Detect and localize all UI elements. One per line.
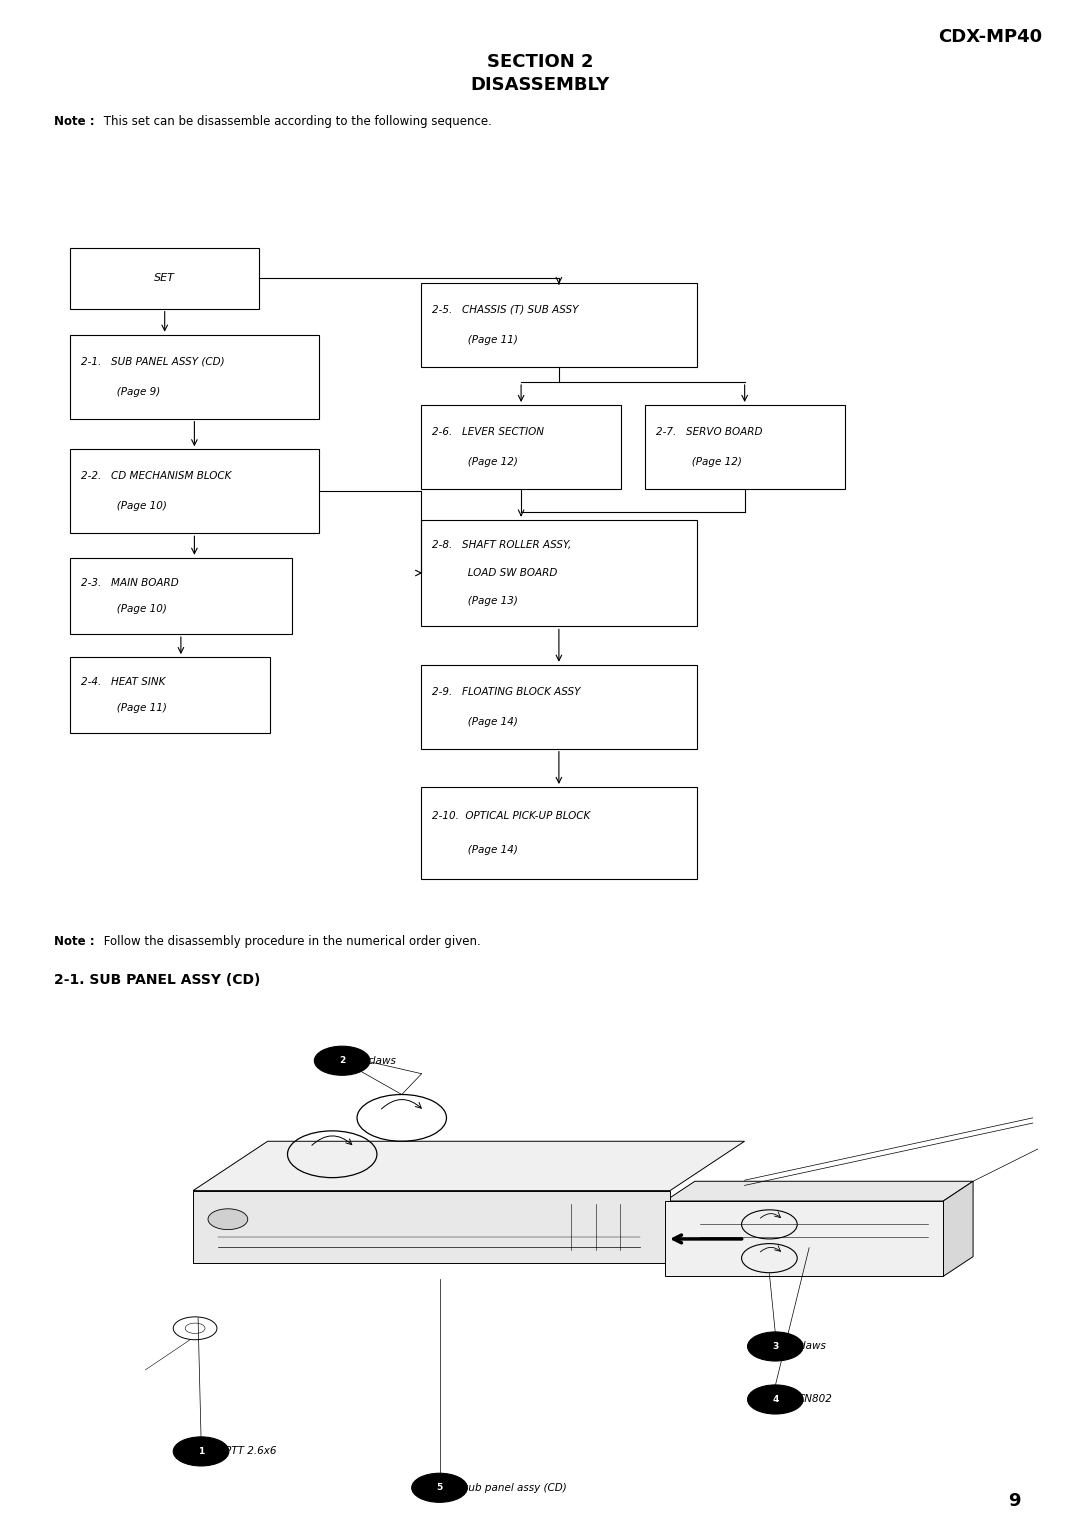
- Text: PTT 2.6x6: PTT 2.6x6: [225, 1447, 276, 1456]
- Text: 1: 1: [198, 1447, 204, 1456]
- Text: 5: 5: [436, 1484, 443, 1493]
- Text: sub panel assy (CD): sub panel assy (CD): [463, 1482, 567, 1493]
- Bar: [421, 405, 621, 489]
- Text: 2: 2: [339, 1056, 346, 1065]
- Text: 9: 9: [1008, 1491, 1021, 1510]
- Text: 2-3.   MAIN BOARD: 2-3. MAIN BOARD: [81, 578, 179, 588]
- Text: 2-9.   FLOATING BLOCK ASSY: 2-9. FLOATING BLOCK ASSY: [432, 686, 581, 697]
- Bar: [421, 283, 697, 367]
- Text: 2-8.   SHAFT ROLLER ASSY,: 2-8. SHAFT ROLLER ASSY,: [432, 541, 571, 550]
- Bar: [421, 787, 697, 879]
- Text: 2-5.   CHASSIS (T) SUB ASSY: 2-5. CHASSIS (T) SUB ASSY: [432, 304, 579, 315]
- Text: (Page 13): (Page 13): [432, 596, 518, 605]
- Text: (Page 12): (Page 12): [656, 457, 742, 468]
- Text: 2-7.   SERVO BOARD: 2-7. SERVO BOARD: [656, 426, 762, 437]
- Polygon shape: [193, 1141, 744, 1190]
- Text: SET: SET: [154, 274, 175, 283]
- Polygon shape: [193, 1190, 670, 1264]
- Text: Follow the disassembly procedure in the numerical order given.: Follow the disassembly procedure in the …: [100, 935, 482, 949]
- Bar: [421, 665, 697, 749]
- Bar: [645, 405, 845, 489]
- Text: CDX-MP40: CDX-MP40: [939, 28, 1042, 46]
- Text: (Page 12): (Page 12): [432, 457, 518, 468]
- Bar: [70, 657, 270, 733]
- Polygon shape: [665, 1201, 943, 1276]
- Text: CN802: CN802: [797, 1395, 832, 1404]
- Text: (Page 10): (Page 10): [81, 604, 167, 614]
- Bar: [70, 449, 319, 533]
- Text: Note :: Note :: [54, 115, 95, 128]
- Text: (Page 14): (Page 14): [432, 717, 518, 727]
- Text: 2-4.   HEAT SINK: 2-4. HEAT SINK: [81, 677, 165, 688]
- Text: (Page 10): (Page 10): [81, 501, 167, 512]
- Text: Note :: Note :: [54, 935, 95, 949]
- Bar: [70, 558, 292, 634]
- Text: 2-1.   SUB PANEL ASSY (CD): 2-1. SUB PANEL ASSY (CD): [81, 356, 225, 367]
- Text: 2-6.   LEVER SECTION: 2-6. LEVER SECTION: [432, 426, 544, 437]
- Polygon shape: [665, 1181, 973, 1201]
- Text: 2-10.  OPTICAL PICK-UP BLOCK: 2-10. OPTICAL PICK-UP BLOCK: [432, 811, 591, 821]
- Text: SECTION 2: SECTION 2: [487, 53, 593, 72]
- Circle shape: [173, 1436, 229, 1465]
- Text: (Page 9): (Page 9): [81, 387, 160, 397]
- Text: 2-2.   CD MECHANISM BLOCK: 2-2. CD MECHANISM BLOCK: [81, 471, 231, 481]
- Text: This set can be disassemble according to the following sequence.: This set can be disassemble according to…: [100, 115, 492, 128]
- Text: 3: 3: [772, 1342, 779, 1351]
- Circle shape: [747, 1384, 804, 1413]
- Text: DISASSEMBLY: DISASSEMBLY: [471, 76, 609, 95]
- Circle shape: [747, 1332, 804, 1361]
- Circle shape: [411, 1473, 468, 1502]
- Bar: [70, 335, 319, 419]
- Text: 2-1. SUB PANEL ASSY (CD): 2-1. SUB PANEL ASSY (CD): [54, 973, 260, 987]
- Polygon shape: [943, 1181, 973, 1276]
- Circle shape: [314, 1047, 370, 1076]
- Text: LOAD SW BOARD: LOAD SW BOARD: [432, 568, 557, 578]
- Circle shape: [208, 1209, 247, 1230]
- Text: (Page 11): (Page 11): [81, 703, 167, 714]
- Text: (Page 11): (Page 11): [432, 335, 518, 345]
- Text: claws: claws: [368, 1056, 396, 1065]
- Text: 4: 4: [772, 1395, 779, 1404]
- Bar: [70, 248, 259, 309]
- Text: claws: claws: [797, 1342, 826, 1351]
- Text: (Page 14): (Page 14): [432, 845, 518, 854]
- Bar: [421, 520, 697, 626]
